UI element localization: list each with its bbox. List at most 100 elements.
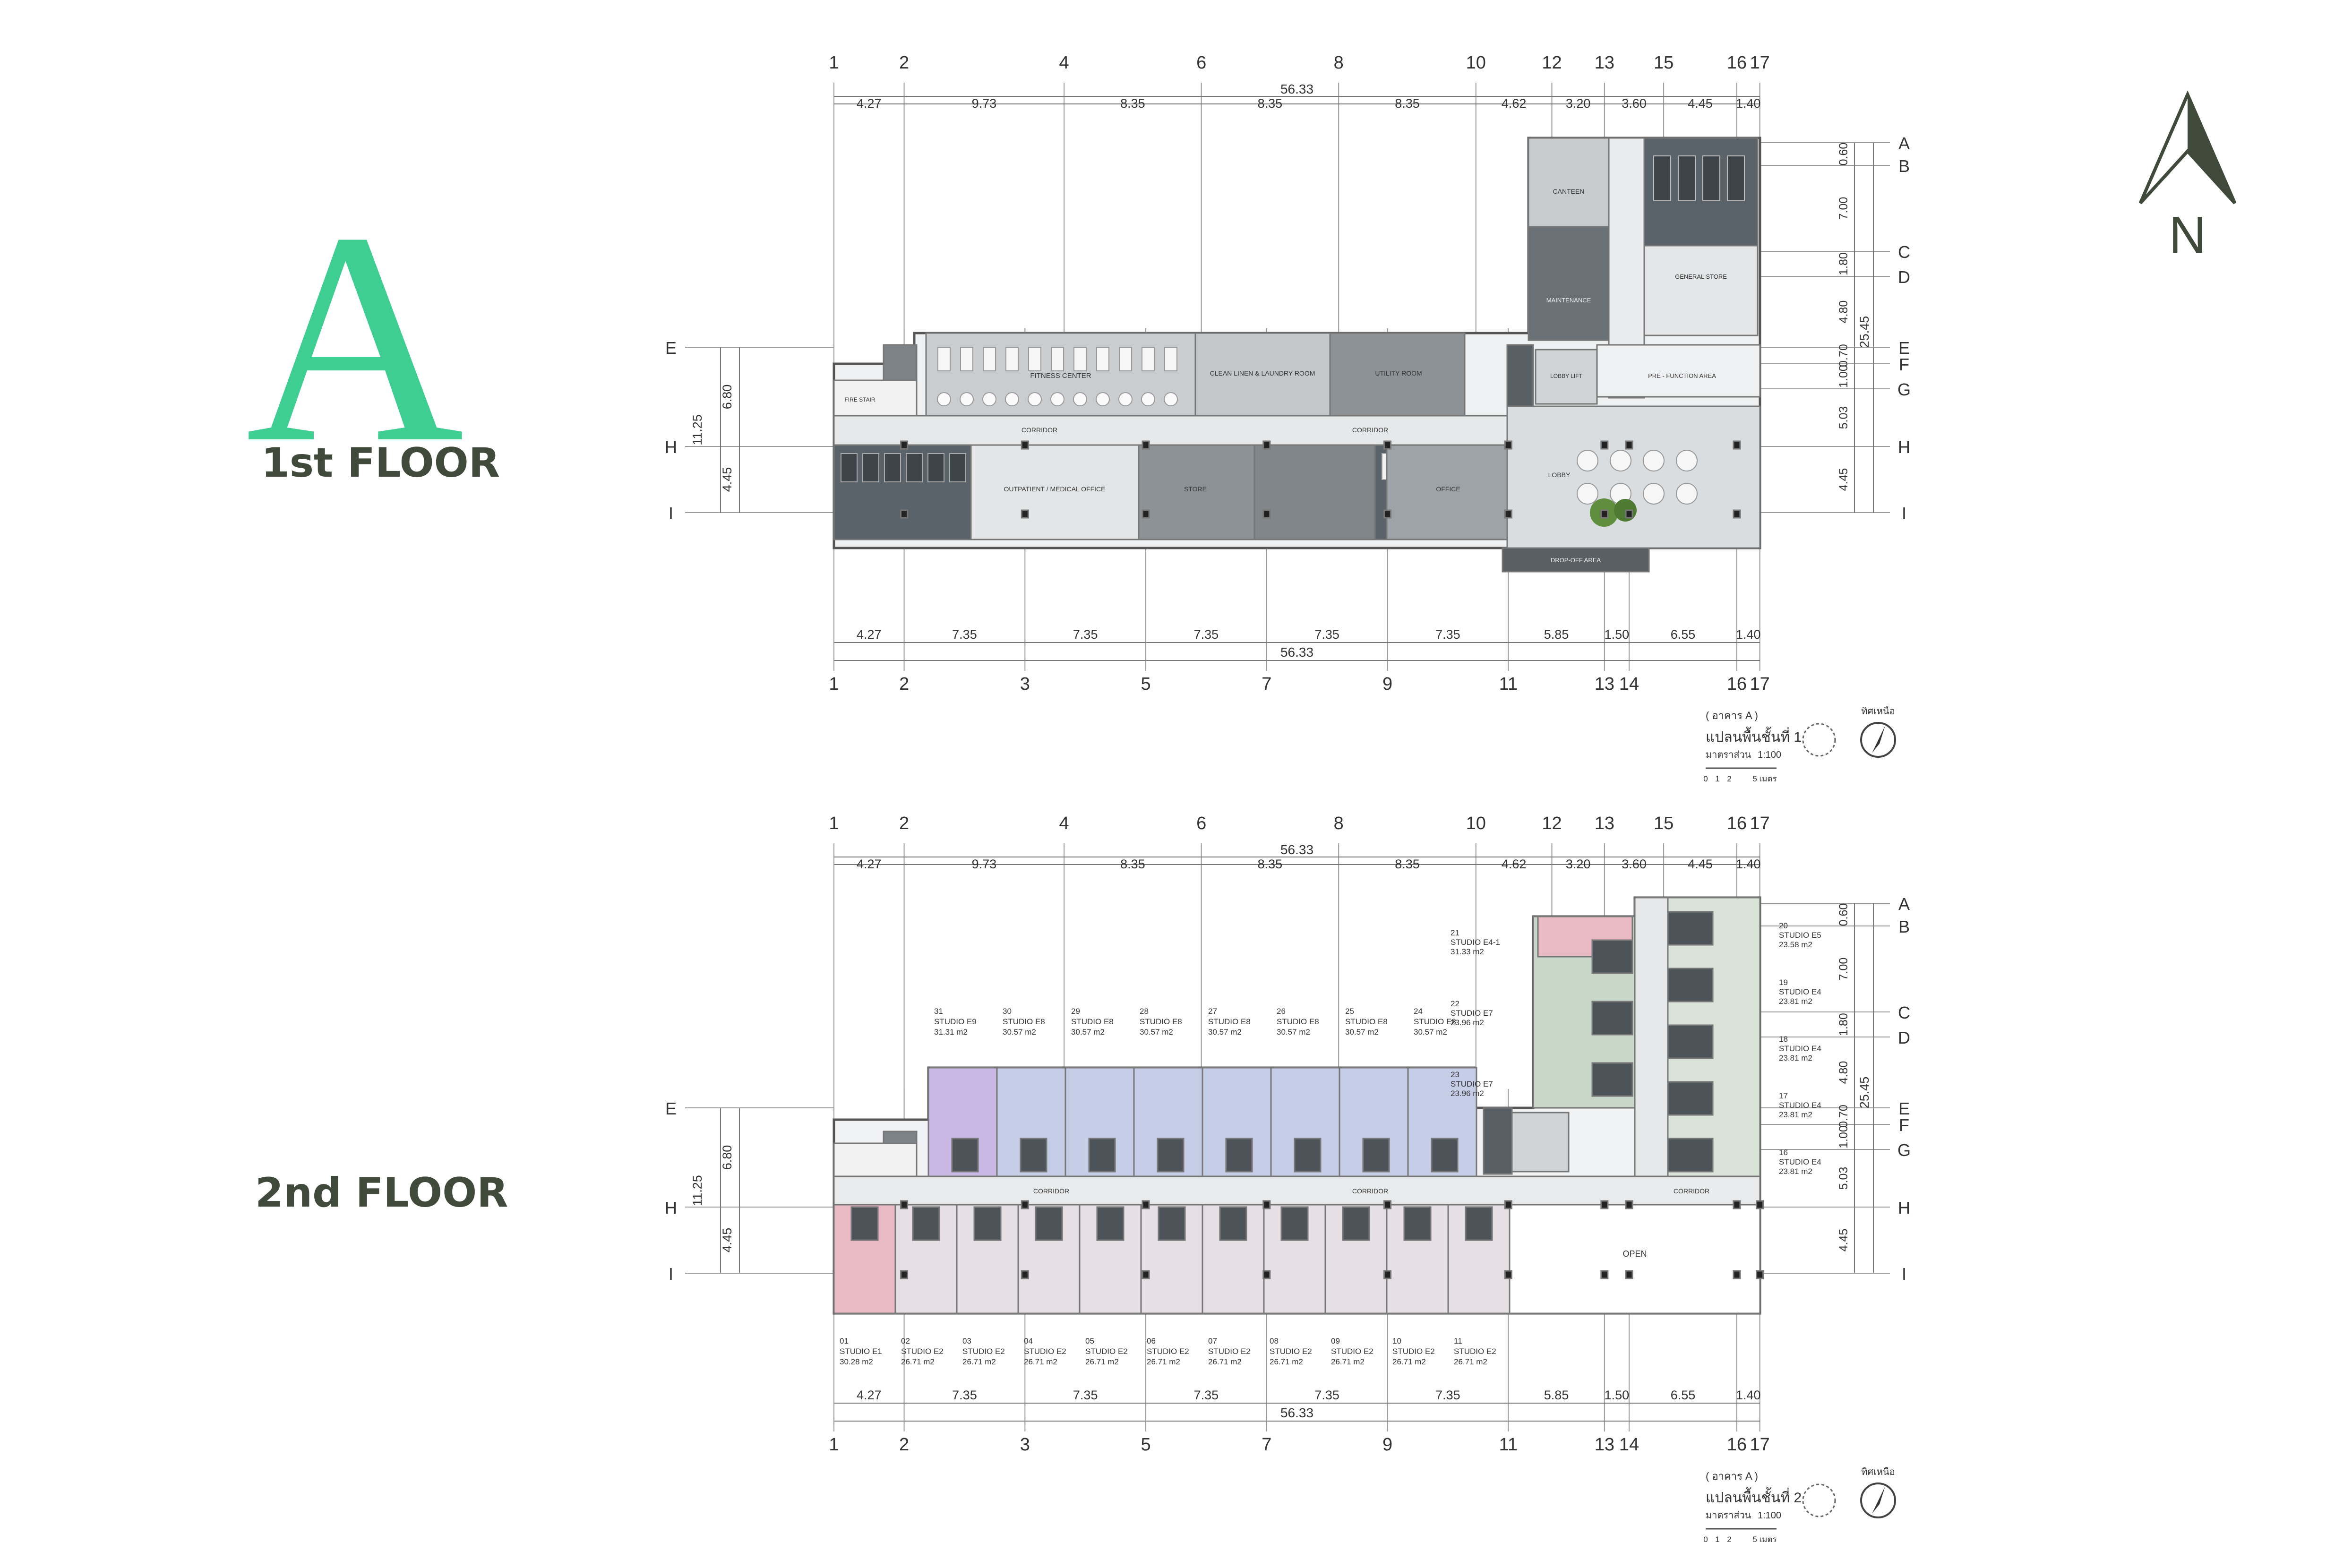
unit-number: 18 <box>1779 1035 1788 1044</box>
scale-tick: 5 เมตร <box>1752 774 1777 783</box>
column <box>1733 440 1741 450</box>
room-label-store: STORE <box>1184 485 1207 493</box>
grid-label-top: 16 <box>1727 53 1747 73</box>
column <box>1504 440 1512 450</box>
bathroom-pod <box>951 1138 979 1173</box>
column <box>1625 509 1633 519</box>
dimension-total-top: 56.33 <box>1280 842 1313 857</box>
row-label-right: D <box>1898 267 1910 287</box>
unit-type: STUDIO E2 <box>1024 1347 1066 1356</box>
dimension-top: 8.35 <box>1258 857 1283 871</box>
fitness-equipment-icon <box>982 392 996 406</box>
room-maintenance <box>1528 226 1610 341</box>
room-label-corridor: CORRIDOR <box>1021 426 1057 434</box>
row-label-right: B <box>1898 917 1910 936</box>
grid-label-bottom: 5 <box>1141 674 1150 694</box>
bathroom-pod <box>1342 1206 1370 1241</box>
fitness-equipment-icon <box>1051 347 1064 371</box>
dimension-bottom: 7.35 <box>1314 1388 1339 1402</box>
bathroom-pod <box>1667 1024 1714 1059</box>
unit-area: 26.71 m2 <box>1024 1357 1057 1366</box>
column <box>900 1270 909 1279</box>
dimension-right-total: 25.45 <box>1857 1077 1871 1109</box>
dimension-right: 1.80 <box>1837 1013 1850 1036</box>
column <box>1733 509 1741 519</box>
grid-label-bottom: 3 <box>1020 1435 1030 1455</box>
dimension-bottom: 6.55 <box>1671 1388 1696 1402</box>
grid-label-bottom: 13 <box>1595 1435 1614 1455</box>
grid-label-top: 2 <box>899 814 909 833</box>
unit-number: 23 <box>1451 1070 1459 1079</box>
column <box>900 509 909 519</box>
column <box>1021 1270 1029 1279</box>
grid-label-top: 13 <box>1595 53 1614 73</box>
scale-tick: 1 <box>1715 774 1719 783</box>
toilet-stall-icon <box>841 453 858 482</box>
dimension-left-upper: 6.80 <box>720 385 734 410</box>
unit-type: STUDIO E7 <box>1451 1080 1493 1088</box>
grid-label-top: 6 <box>1196 53 1206 73</box>
dimension-top: 9.73 <box>972 857 997 871</box>
dimension-right: 4.45 <box>1837 468 1850 491</box>
pre-function-area <box>1596 344 1761 398</box>
room-fire-stair <box>883 344 918 381</box>
bathroom-pod <box>1157 1138 1185 1173</box>
dimension-bottom: 7.35 <box>952 1388 977 1402</box>
dimension-bottom: 1.50 <box>1605 1388 1630 1402</box>
compass-label: ทิศเหนือ <box>1861 1467 1895 1477</box>
unit-type: STUDIO E4 <box>1779 987 1821 996</box>
grid-label-top: 12 <box>1542 814 1562 833</box>
grid-label-top: 1 <box>829 53 839 73</box>
row-label-right: I <box>1902 504 1906 523</box>
lobby-table-icon <box>1577 450 1598 471</box>
unit-area: 23.96 m2 <box>1451 1018 1484 1027</box>
scale-tick: 1 <box>1715 1535 1719 1544</box>
dimension-bottom: 5.85 <box>1544 627 1569 642</box>
grid-label-bottom: 5 <box>1141 1435 1150 1455</box>
grid-label-bottom: 14 <box>1619 1435 1639 1455</box>
dimension-left-total: 11.25 <box>690 414 704 446</box>
column <box>1142 440 1150 450</box>
row-label-right: C <box>1898 242 1910 262</box>
unit-type: STUDIO E5 <box>1779 931 1821 940</box>
unit-area: 30.57 m2 <box>1003 1028 1036 1037</box>
dimension-top: 8.35 <box>1395 857 1420 871</box>
unit-number: 01 <box>840 1337 849 1345</box>
bathroom-pod <box>1667 1138 1714 1173</box>
fitness-equipment-icon <box>983 347 996 371</box>
dimension-right: 0.70 <box>1837 1105 1850 1128</box>
dimension-left-lower: 4.45 <box>720 467 734 492</box>
unit-area: 26.71 m2 <box>901 1357 935 1366</box>
row-label-right: H <box>1898 1198 1910 1217</box>
room-label-drop-off: DROP-OFF AREA <box>1551 557 1601 564</box>
unit-type: STUDIO E8 <box>1345 1017 1388 1026</box>
dimension-top: 3.60 <box>1622 857 1647 871</box>
unit-area: 30.28 m2 <box>840 1357 873 1366</box>
caption-label: ( อาคาร A ) <box>1706 710 1758 721</box>
lobby-table-icon <box>1577 483 1598 505</box>
room-label-medical: OUTPATIENT / MEDICAL OFFICE <box>1004 485 1106 493</box>
dimension-right: 7.00 <box>1837 958 1850 981</box>
fitness-equipment-icon <box>1096 392 1110 406</box>
dimension-top: 4.27 <box>857 857 882 871</box>
unit-type: STUDIO E9 <box>934 1017 977 1026</box>
unit-area: 26.71 m2 <box>1147 1357 1180 1366</box>
caption-scale-label: มาตราส่วน <box>1706 1510 1751 1521</box>
dimension-right: 5.03 <box>1837 406 1850 429</box>
grid-label-top: 8 <box>1334 814 1344 833</box>
dimension-right: 4.80 <box>1837 1061 1850 1084</box>
dimension-right: 5.03 <box>1837 1167 1850 1190</box>
fitness-equipment-icon <box>1050 392 1064 406</box>
grid-label-bottom: 16 <box>1727 1435 1747 1455</box>
bathroom-pod <box>1431 1138 1459 1173</box>
dimension-bottom: 7.35 <box>952 627 977 642</box>
row-label-left: I <box>669 504 673 523</box>
unit-type: STUDIO E8 <box>1414 1017 1456 1026</box>
caption-scale-label: มาตราส่วน <box>1706 750 1751 760</box>
dimension-bottom: 1.40 <box>1736 1388 1761 1402</box>
bathroom-pod <box>1591 1001 1633 1036</box>
unit-type: STUDIO E1 <box>840 1347 882 1356</box>
dimension-bottom: 7.35 <box>1073 627 1098 642</box>
dimension-left-lower: 4.45 <box>720 1228 734 1253</box>
